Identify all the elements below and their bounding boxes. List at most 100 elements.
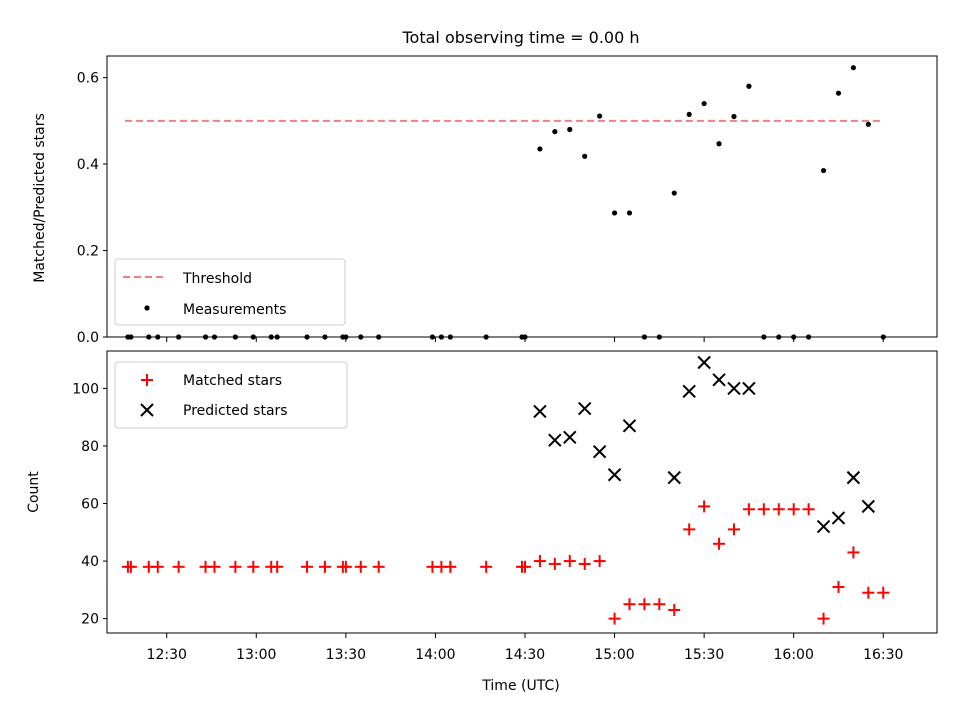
predicted-star-marker-b [831, 511, 846, 525]
matched-star-marker [578, 557, 591, 570]
matched-star-marker [354, 560, 367, 573]
top-panel: Total observing time = 0.00 h Matched/Pr… [32, 28, 938, 346]
matched-star-marker [817, 612, 830, 625]
top-y-tick-label: 0.2 [77, 244, 99, 260]
matched-star-marker [698, 500, 711, 513]
bottom-y-ticks: 20 40 60 80 100 [72, 381, 107, 628]
predicted-star-marker [861, 499, 876, 514]
predicted-star-marker [742, 381, 756, 396]
predicted-star-marker-b [861, 499, 876, 514]
predicted-star-marker [697, 355, 711, 370]
matched-star-marker [847, 546, 860, 559]
measurement-point [701, 100, 707, 107]
bottom-x-tick-label: 15:30 [684, 647, 724, 663]
measurement-point [746, 83, 752, 89]
measurement-point [626, 210, 633, 216]
matched-star-marker [742, 503, 755, 516]
matched-star-marker [444, 560, 457, 573]
predicted-star-marker [846, 470, 861, 485]
top-y-tick-label: 0.6 [77, 71, 99, 87]
matched-star-marker [548, 557, 561, 570]
bottom-legend: Matched stars Predicted stars [114, 361, 348, 429]
matched-star-marker [772, 503, 785, 516]
bottom-y-tick-label: 40 [81, 554, 99, 570]
measurement-point [611, 210, 618, 216]
matched-star-marker [208, 560, 221, 573]
predicted-star-marker [727, 381, 741, 396]
legend-measurements-swatch [144, 305, 150, 311]
bottom-x-tick-label: 16:00 [774, 647, 814, 663]
legend-matched-label: Matched stars [183, 373, 282, 389]
matched-star-marker [339, 560, 352, 573]
top-y-tick-label: 0.0 [77, 330, 99, 346]
top-y-ticks: 0.0 0.2 0.4 0.6 [77, 71, 107, 346]
measurement-point [567, 126, 573, 133]
bottom-y-tick-label: 20 [81, 612, 99, 628]
matched-star-marker [832, 580, 845, 593]
matched-star-marker [683, 523, 696, 536]
bottom-x-ticks: 12:30 13:00 13:30 14:00 14:30 15:00 15:30 16:00… [147, 633, 903, 663]
predicted-star-marker-b [727, 381, 741, 396]
matched-star-marker [318, 560, 331, 573]
bottom-x-tick-label: 12:30 [147, 647, 187, 663]
predicted-star-marker-b [548, 433, 562, 447]
predicted-star-marker [622, 419, 637, 433]
top-y-axis-label: Matched/Predicted stars [32, 113, 48, 283]
predicted-star-marker-b [533, 404, 547, 419]
bottom-axes-frame [106, 350, 938, 634]
predicted-star-marker [667, 470, 681, 485]
legend-measurements-label: Measurements [183, 302, 286, 318]
matched-star-marker [301, 560, 314, 573]
matched-star-marker [563, 555, 576, 568]
bottom-x-tick-label: 14:30 [505, 647, 545, 663]
matched-star-marker [757, 503, 770, 516]
bottom-legend-box [114, 361, 348, 429]
bottom-y-tick-label: 60 [81, 497, 99, 513]
measurement-point [865, 121, 871, 127]
top-y-tick-label: 0.4 [77, 157, 99, 173]
matched-star-marker [713, 537, 726, 550]
bottom-y-tick-label: 100 [72, 381, 99, 397]
measurement-point [552, 129, 558, 135]
matched-star-marker [151, 560, 164, 573]
measurement-point [597, 113, 603, 119]
predicted-star-marker-b [577, 401, 592, 416]
matched-star-marker [727, 523, 740, 536]
matched-star-marker [623, 598, 636, 611]
measurement-point [537, 146, 543, 152]
matched-star-marker [229, 560, 242, 573]
predicted-star-marker [563, 430, 577, 445]
top-axes-frame [106, 55, 938, 338]
legend-matched-swatch [141, 374, 153, 386]
predicted-star-marker [712, 373, 726, 387]
predicted-star-marker [682, 384, 696, 398]
bottom-x-tick-label: 16:30 [863, 647, 903, 663]
predicted-star-marker-b [667, 470, 681, 485]
matched-star-marker [802, 503, 815, 516]
bottom-x-tick-label: 13:30 [326, 647, 366, 663]
matched-star-marker [271, 560, 284, 573]
measurement-point [731, 113, 737, 120]
matched-star-marker [480, 560, 493, 573]
matched-star-marker [518, 560, 531, 573]
measurement-point [820, 167, 827, 174]
matched-star-marker [247, 560, 260, 573]
predicted-star-marker [533, 404, 547, 419]
measurement-point [835, 90, 842, 96]
measurement-point [671, 190, 677, 196]
predicted-star-marker [607, 468, 622, 482]
matched-star-marker [638, 598, 651, 611]
matched-star-marker [608, 612, 621, 625]
bottom-y-axis-label: Count [26, 471, 42, 513]
predicted-star-marker-b [563, 430, 577, 445]
top-x-ticks [166, 337, 884, 342]
legend-predicted-swatch [140, 403, 154, 417]
legend-predicted-label: Predicted stars [183, 403, 288, 419]
bottom-x-tick-label: 14:00 [415, 647, 455, 663]
bottom-x-tick-label: 13:00 [236, 647, 276, 663]
matched-star-marker [787, 503, 800, 516]
top-legend-box [114, 258, 346, 326]
matched-star-marker [372, 560, 385, 573]
predicted-star-marker-b [592, 445, 607, 459]
